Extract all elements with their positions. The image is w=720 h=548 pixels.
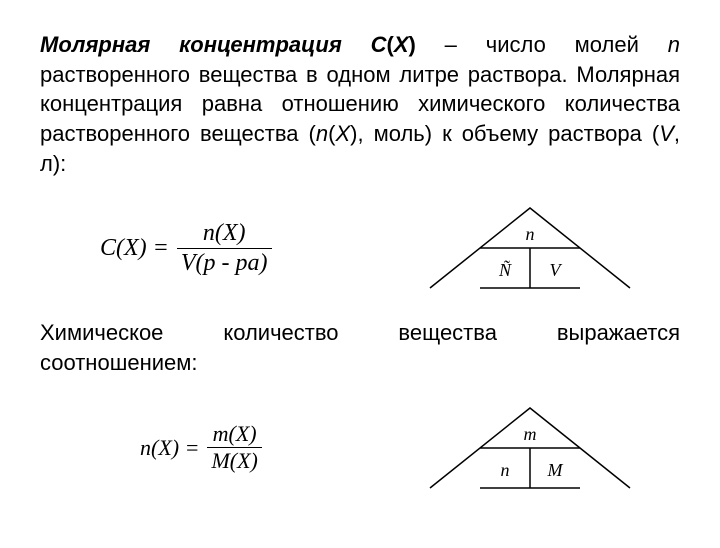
- formula-2: n(X) = m(X) M(X): [140, 421, 262, 475]
- tri1-left: Ñ: [498, 260, 512, 280]
- formula1-den: V(р - ра): [177, 248, 272, 278]
- term-x: Х: [394, 32, 409, 57]
- row-formula-2: n(X) = m(X) M(X) m n M: [140, 398, 680, 498]
- var-v: V: [659, 121, 674, 146]
- formula2-frac: m(X) M(X): [207, 421, 261, 475]
- tri1-right: V: [550, 260, 563, 280]
- tri2-left: n: [501, 460, 510, 480]
- row-formula-1: C(X) = n(X) V(р - ра) n Ñ V: [100, 198, 680, 298]
- text-seg2: – число молей: [416, 32, 668, 57]
- paragraph-1: Молярная концентрация С(Х) – число молей…: [40, 30, 680, 178]
- text-seg8: ), моль) к объему раствора (: [350, 121, 659, 146]
- page-container: Молярная концентрация С(Х) – число молей…: [0, 0, 720, 548]
- tri2-top: m: [524, 424, 537, 444]
- formula2-lhs: n(X) =: [140, 435, 199, 461]
- tri1-top: n: [526, 224, 535, 244]
- var-n: n: [668, 32, 680, 57]
- formula1-num: n(X): [199, 219, 250, 248]
- paragraph-2: Химическое количество вещества выражаетс…: [40, 318, 680, 377]
- var-x: X: [335, 121, 350, 146]
- formula-1: C(X) = n(X) V(р - ра): [100, 219, 272, 278]
- term-bold: Молярная концентрация С: [40, 32, 387, 57]
- formula2-den: M(X): [207, 447, 261, 474]
- paren-open: (: [387, 32, 394, 57]
- var-n2: n: [316, 121, 328, 146]
- formula2-num: m(X): [209, 421, 261, 447]
- paren-close: ): [409, 32, 416, 57]
- tri2-right: M: [547, 460, 564, 480]
- triangle-1: n Ñ V: [420, 198, 640, 298]
- formula1-lhs: C(X) =: [100, 235, 169, 262]
- formula1-frac: n(X) V(р - ра): [177, 219, 272, 278]
- triangle-2: m n M: [420, 398, 640, 498]
